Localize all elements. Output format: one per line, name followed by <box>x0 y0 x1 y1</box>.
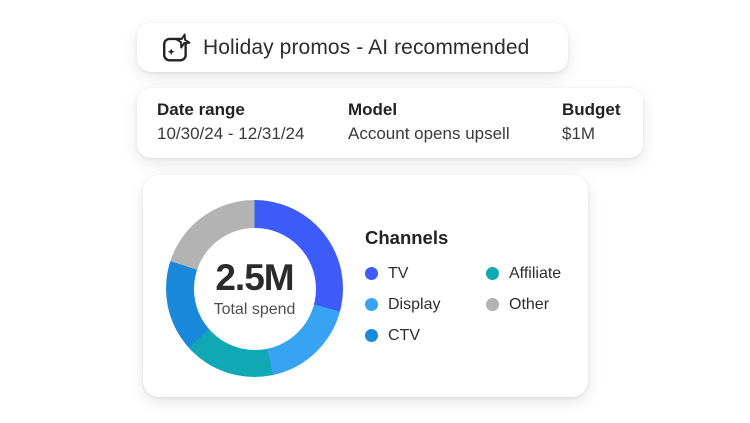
legend-column: Affiliate Other <box>486 263 561 346</box>
budget-field: Budget $1M <box>562 99 621 144</box>
model-label: Model <box>348 100 398 119</box>
legend-title: Channels <box>365 227 449 248</box>
legend-label: TV <box>388 264 409 282</box>
model-field: Model Account opens upsell <box>348 99 510 144</box>
legend-item-tv: TV <box>365 263 486 284</box>
ai-sparkle-icon <box>161 33 191 63</box>
legend-item-other: Other <box>486 294 561 315</box>
spend-donut-center: 2.5M Total spend <box>193 227 316 350</box>
campaign-header-card[interactable]: Holiday promos - AI recommended <box>137 23 568 72</box>
legend-dot-icon <box>486 298 499 311</box>
legend-dot-icon <box>486 267 499 280</box>
legend-column: TV Display CTV <box>365 263 486 346</box>
total-spend-value: 2.5M <box>215 256 294 298</box>
spend-chart-card: 2.5M Total spend Channels TV Display CTV Af… <box>143 175 588 397</box>
legend-label: Affiliate <box>509 264 562 282</box>
legend-item-affiliate: Affiliate <box>486 263 561 284</box>
date-range-label: Date range <box>157 100 245 119</box>
legend-label: Other <box>509 295 550 313</box>
legend-dot-icon <box>365 329 378 342</box>
spend-donut-chart: 2.5M Total spend <box>166 200 343 377</box>
campaign-title: Holiday promos - AI recommended <box>203 35 530 59</box>
model-value: Account opens upsell <box>348 124 510 143</box>
date-range-field: Date range 10/30/24 - 12/31/24 <box>157 99 304 144</box>
legend-item-ctv: CTV <box>365 325 486 346</box>
channels-legend: Channels TV Display CTV Affiliate Other <box>365 227 561 346</box>
legend-label: CTV <box>388 326 420 344</box>
date-range-value: 10/30/24 - 12/31/24 <box>157 124 305 143</box>
legend-item-display: Display <box>365 294 486 315</box>
legend-items: TV Display CTV Affiliate Other <box>365 263 561 346</box>
legend-dot-icon <box>365 298 378 311</box>
legend-dot-icon <box>365 267 378 280</box>
legend-label: Display <box>388 295 441 313</box>
total-spend-label: Total spend <box>213 300 296 318</box>
campaign-summary-card: Date range 10/30/24 - 12/31/24 Model Acc… <box>137 88 643 158</box>
budget-label: Budget <box>562 100 621 119</box>
budget-value: $1M <box>562 124 596 143</box>
